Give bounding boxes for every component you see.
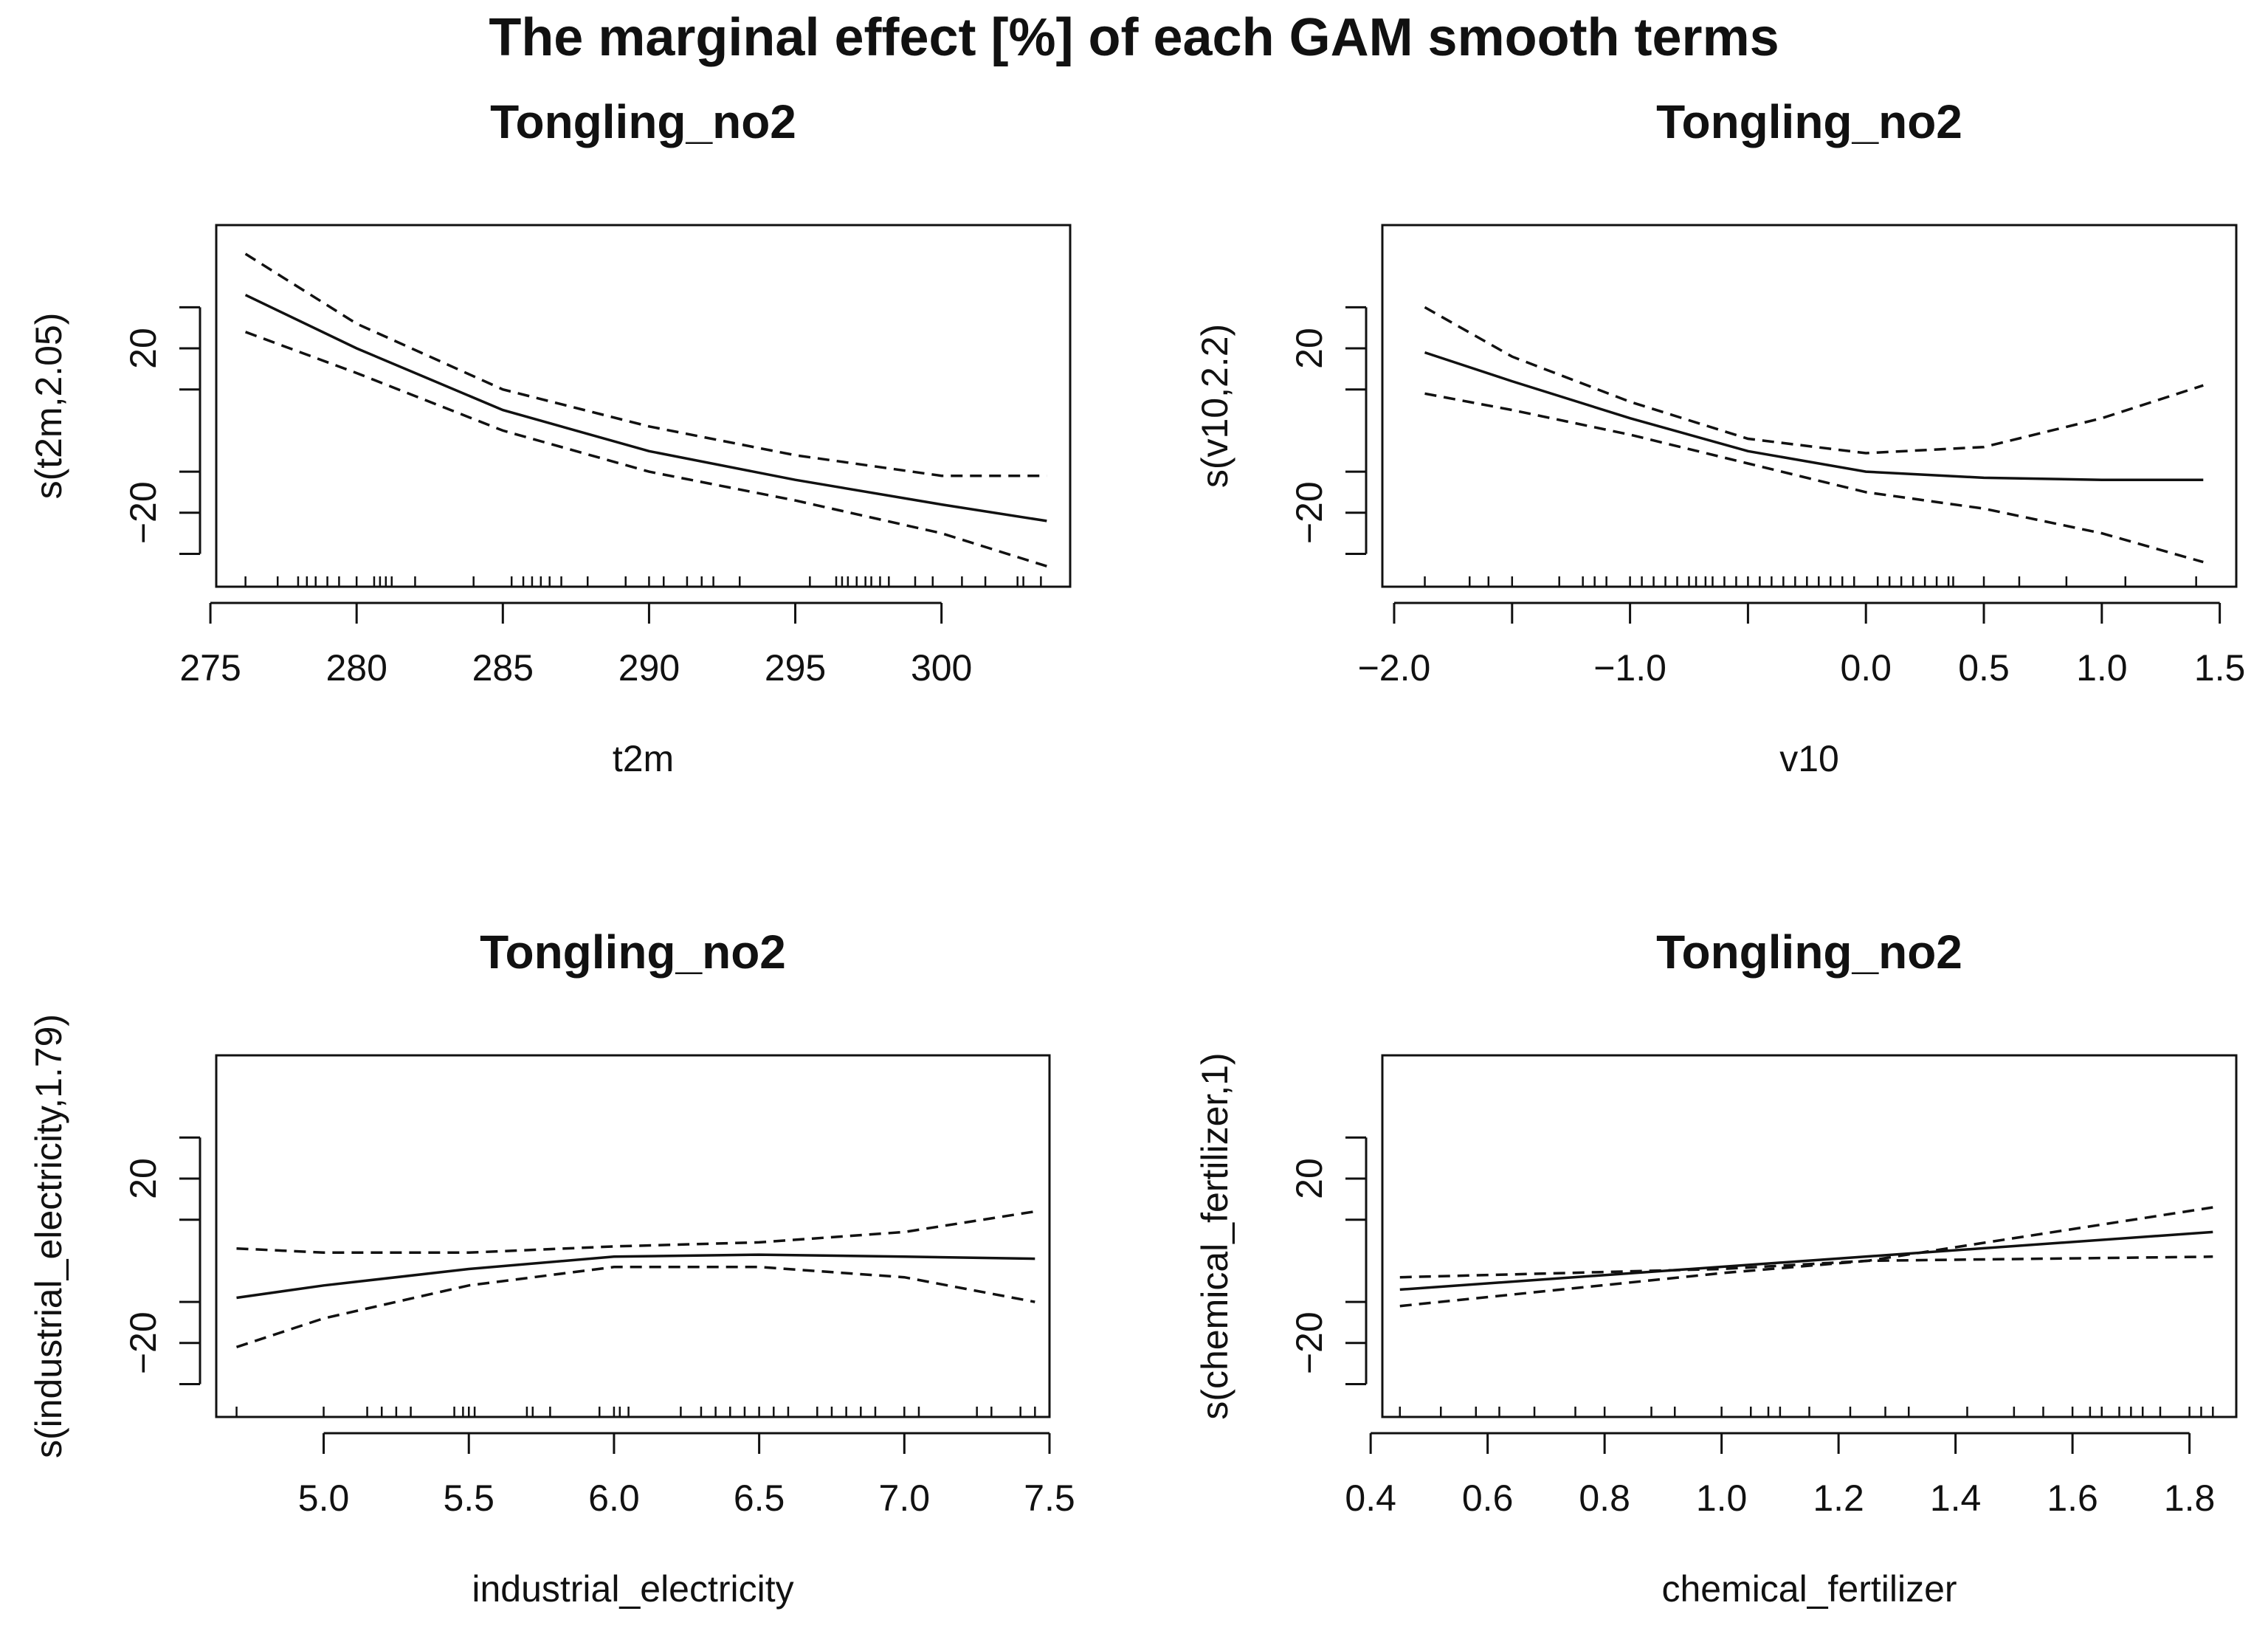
x-axis-label-v10: v10	[1779, 738, 1839, 779]
x-axis-label-chemical-fertilizer: chemical_fertilizer	[1661, 1568, 1957, 1610]
x-axis-label-industrial-electricity: industrial_electricity	[472, 1568, 793, 1610]
x-tick-label: 1.6	[2047, 1477, 2098, 1519]
x-tick-label: 6.0	[588, 1477, 640, 1519]
x-tick-label: 5.0	[298, 1477, 350, 1519]
y-tick-label: 20	[1289, 328, 1330, 369]
series-lower-line	[1399, 1255, 2213, 1308]
x-tick-label: 5.5	[443, 1477, 494, 1519]
series-lower-line	[235, 1266, 1035, 1348]
y-tick-label: 20	[123, 1158, 164, 1199]
x-tick-label: 7.5	[1024, 1477, 1075, 1519]
panel-industrial-electricity: Tongling_no2 industrial_electricity s(in…	[28, 925, 1075, 1610]
x-tick-label: 275	[179, 647, 241, 689]
panel-title-t2m: Tongling_no2	[490, 95, 796, 148]
x-tick-label: 0.5	[1958, 647, 2010, 689]
x-tick-label: 0.0	[1840, 647, 1892, 689]
y-tick-label: −20	[1289, 1311, 1330, 1374]
x-tick-label: 6.5	[734, 1477, 785, 1519]
x-tick-label: 280	[325, 647, 387, 689]
series-upper-line	[1399, 1206, 2213, 1279]
x-tick-label: −2.0	[1358, 647, 1431, 689]
x-tick-label: 0.4	[1345, 1477, 1396, 1519]
plot-frame	[215, 224, 1072, 588]
series-upper-line	[244, 252, 1047, 477]
x-axis-label-t2m: t2m	[613, 738, 674, 779]
panel-v10: Tongling_no2 v10 s(v10,2.2) −2.0 −1.0 0.0 0…	[1194, 95, 2245, 779]
series-fit-line	[1399, 1230, 2213, 1291]
y-axis-label-v10: s(v10,2.2)	[1194, 324, 1235, 488]
x-tick-label: 1.4	[1930, 1477, 1982, 1519]
panel-chemical-fertilizer: Tongling_no2 chemical_fertilizer s(chemi…	[1194, 925, 2238, 1610]
y-tick-label: −20	[123, 1311, 164, 1374]
x-tick-label: 0.6	[1462, 1477, 1514, 1519]
figure-title: The marginal effect [%] of each GAM smoo…	[489, 8, 1779, 67]
series-fit-line	[236, 1253, 1035, 1300]
x-tick-label: 0.8	[1579, 1477, 1630, 1519]
panel-title-chemical-fertilizer: Tongling_no2	[1656, 925, 1962, 979]
panel-title-v10: Tongling_no2	[1656, 95, 1962, 148]
plot-frame	[1381, 1054, 2238, 1418]
x-tick-label: −1.0	[1593, 647, 1666, 689]
y-axis-label-chemical-fertilizer: s(chemical_fertilizer,1)	[1194, 1052, 1235, 1419]
x-tick-label: 285	[472, 647, 534, 689]
y-axis-label-industrial-electricity: s(industrial_electricity,1.79)	[28, 1014, 69, 1458]
x-tick-label: 1.8	[2164, 1477, 2216, 1519]
x-tick-label: 1.0	[2076, 647, 2128, 689]
series-lower-line	[244, 331, 1047, 568]
x-tick-label: 1.5	[2194, 647, 2246, 689]
series-upper-line	[236, 1210, 1035, 1255]
y-tick-label: 20	[123, 328, 164, 369]
x-tick-label: 7.0	[879, 1477, 931, 1519]
y-tick-label: −20	[123, 481, 164, 544]
series-upper-line	[1424, 306, 2204, 455]
y-axis-label-t2m: s(t2m,2.05)	[28, 313, 69, 500]
y-tick-label: 20	[1289, 1158, 1330, 1199]
series-fit-line	[244, 294, 1047, 523]
x-tick-label: 295	[765, 647, 826, 689]
panel-title-industrial-electricity: Tongling_no2	[480, 925, 786, 979]
x-tick-label: 290	[618, 647, 680, 689]
series-lower-line	[1424, 392, 2204, 564]
plot-frame	[1381, 224, 2238, 588]
series-fit-line	[1424, 351, 2204, 481]
x-tick-label: 1.0	[1696, 1477, 1748, 1519]
panel-t2m: Tongling_no2 t2m s(t2m,2.05) 275 280 285 29…	[28, 95, 1072, 779]
plot-frame	[215, 1054, 1051, 1418]
x-tick-label: 1.2	[1813, 1477, 1864, 1519]
y-tick-label: −20	[1289, 481, 1330, 544]
x-tick-label: 300	[911, 647, 972, 689]
